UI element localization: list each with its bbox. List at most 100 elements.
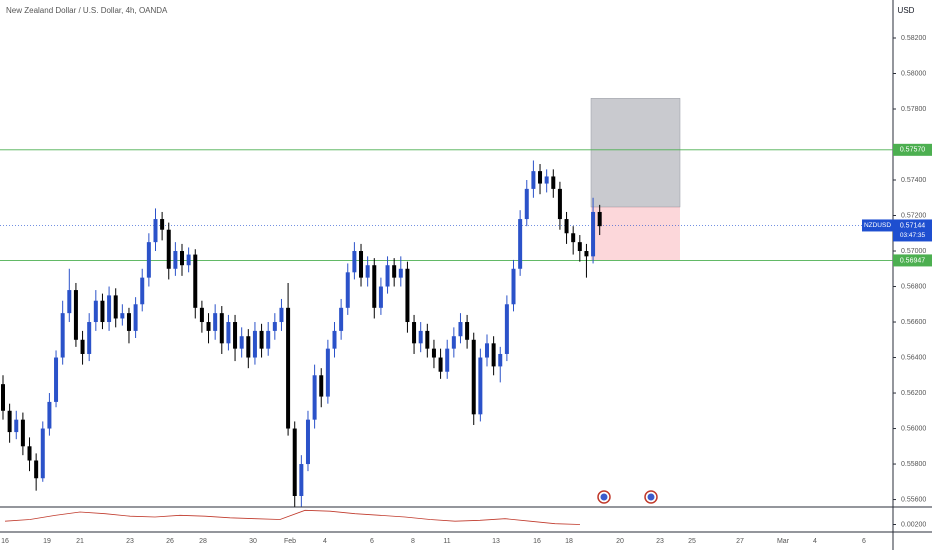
candle-body xyxy=(577,242,582,252)
event-icons xyxy=(597,490,658,504)
candle-body xyxy=(100,300,105,323)
candle-body xyxy=(524,188,529,220)
candle-body xyxy=(564,219,569,234)
candle-body xyxy=(484,343,489,358)
y-tick-label: 0.58200 xyxy=(901,35,926,42)
x-tick-label: Mar xyxy=(777,538,790,545)
y-tick-label: 0.56200 xyxy=(901,390,926,397)
y-tick-label: 0.55800 xyxy=(901,461,926,468)
candle-body xyxy=(279,307,284,323)
y-tick-label: 0.56600 xyxy=(901,319,926,326)
candle-body xyxy=(107,295,112,323)
x-tick-label: 4 xyxy=(323,538,327,545)
candle-body xyxy=(213,313,218,331)
candle-body xyxy=(252,330,257,358)
y-tick-label: 0.57200 xyxy=(901,212,926,219)
level-tag xyxy=(893,143,932,156)
candle-body xyxy=(385,265,390,287)
candle-body xyxy=(87,322,92,354)
y-tick-label: 0.57800 xyxy=(901,106,926,113)
candle-body xyxy=(451,336,456,349)
indicator-tick-label: 0.00200 xyxy=(901,521,926,528)
candle-body xyxy=(425,330,430,349)
candle-body xyxy=(206,322,211,331)
last-price-tag xyxy=(893,219,932,242)
candle-body xyxy=(7,410,12,433)
symbol-tag xyxy=(862,219,893,232)
candle-body xyxy=(239,336,244,349)
x-tick-label: 27 xyxy=(736,538,744,545)
y-tick-label: 0.56000 xyxy=(901,425,926,432)
candle-body xyxy=(246,336,251,358)
candle-body xyxy=(133,304,138,331)
candle-body xyxy=(332,330,337,349)
currency: USD xyxy=(898,6,915,15)
candle-body xyxy=(20,419,25,447)
target-zone xyxy=(590,98,681,208)
candle-body xyxy=(538,171,543,184)
candle-body xyxy=(40,428,45,479)
x-tick-label: 16 xyxy=(1,538,9,545)
candle-body xyxy=(405,268,410,323)
candle-body xyxy=(352,251,357,273)
candle-body xyxy=(153,219,158,243)
last-price-label: 0.57144 xyxy=(900,222,925,229)
event-icon-inner xyxy=(600,493,608,501)
candle-body xyxy=(299,464,304,496)
candle-body xyxy=(126,313,131,331)
candle-body xyxy=(286,307,291,429)
candle-body xyxy=(438,357,443,372)
candle-body xyxy=(160,219,165,230)
candle-body xyxy=(319,375,324,397)
y-tick-label: 0.56800 xyxy=(901,283,926,290)
x-tick-label: 16 xyxy=(533,538,541,545)
level-tag-label: 0.56947 xyxy=(900,257,925,264)
candle-body xyxy=(73,290,78,340)
candle-body xyxy=(378,286,383,308)
candle-body xyxy=(173,251,178,269)
x-tick-label: 13 xyxy=(492,538,500,545)
y-tick-label: 0.58000 xyxy=(901,70,926,77)
candle-body xyxy=(465,322,470,340)
candle-body xyxy=(67,290,72,314)
candle-body xyxy=(412,322,417,344)
candle-body xyxy=(93,300,98,323)
level-tag-label: 0.57570 xyxy=(900,147,925,154)
chart-title: New Zealand Dollar / U.S. Dollar, 4h, OA… xyxy=(6,6,168,15)
level-tag xyxy=(893,254,932,267)
y-tick-label: 0.56400 xyxy=(901,354,926,361)
candle-body xyxy=(47,401,52,429)
countdown: 03:47:35 xyxy=(900,232,926,239)
y-tick-label: 0.57400 xyxy=(901,177,926,184)
candle-body xyxy=(259,330,264,349)
candle-body xyxy=(498,353,503,367)
candle-body xyxy=(266,330,271,349)
candle-body xyxy=(418,330,423,344)
candle-body xyxy=(60,313,65,358)
x-tick-label: 6 xyxy=(370,538,374,545)
candle-body xyxy=(518,219,523,269)
candle-body xyxy=(54,357,59,402)
x-tick-label: 20 xyxy=(616,538,624,545)
candle-body xyxy=(305,419,310,465)
y-tick-label: 0.55600 xyxy=(901,496,926,503)
candle-body xyxy=(292,428,297,496)
candle-body xyxy=(372,265,377,308)
symbol-tag-label: NZDUSD xyxy=(864,222,891,229)
candle-body xyxy=(113,295,118,319)
indicator-line xyxy=(4,509,581,525)
candle-body xyxy=(445,348,450,372)
candle-body xyxy=(34,460,39,479)
candle-body xyxy=(551,176,556,189)
candle-body xyxy=(584,251,589,257)
candle-body xyxy=(458,322,463,337)
candle-body xyxy=(511,268,516,305)
x-tick-label: Feb xyxy=(284,538,296,545)
candle-body xyxy=(1,384,5,411)
x-tick-label: 23 xyxy=(656,538,664,545)
candle-body xyxy=(226,322,231,344)
candle-body xyxy=(186,254,191,266)
x-tick-label: 8 xyxy=(411,538,415,545)
candle-body xyxy=(272,322,277,331)
